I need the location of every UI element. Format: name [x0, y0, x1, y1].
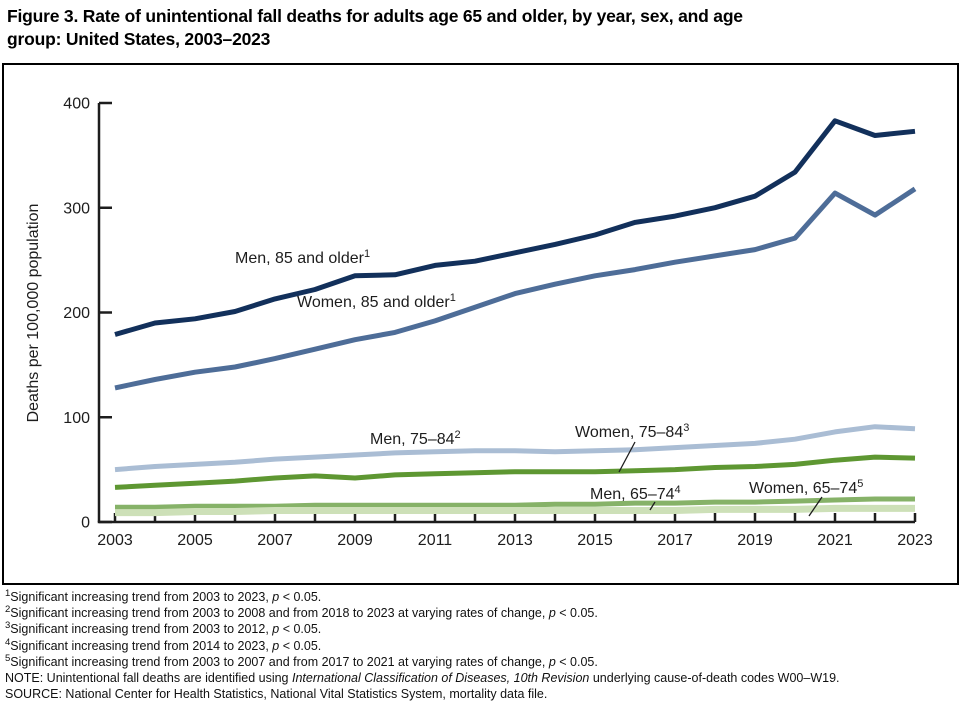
footnote-superscript: 1 — [5, 587, 11, 599]
y-tick-label: 100 — [63, 410, 90, 427]
source-line: SOURCE: National Center for Health Stati… — [5, 687, 548, 702]
footnote-3: 3Significant increasing trend from 2003 … — [5, 620, 322, 637]
x-tick-label: 2013 — [497, 532, 533, 549]
footnotes: 1Significant increasing trend from 2003 … — [5, 589, 955, 702]
figure-title: Figure 3. Rate of unintentional fall dea… — [7, 5, 955, 51]
x-tick-label: 2007 — [257, 532, 293, 549]
footnote-4: 4Significant increasing trend from 2014 … — [5, 636, 322, 653]
x-tick-label: 2003 — [97, 532, 133, 549]
y-tick-label: 300 — [63, 200, 90, 217]
footnote-2: 2Significant increasing trend from 2003 … — [5, 604, 598, 621]
note-line: NOTE: Unintentional fall deaths are iden… — [5, 671, 840, 686]
series-label-men-65-74: Men, 65–744 — [590, 484, 681, 503]
x-tick-label: 2019 — [737, 532, 773, 549]
x-tick-label: 2021 — [817, 532, 853, 549]
leader-line-women-75-84 — [618, 441, 636, 473]
x-tick-label: 2005 — [177, 532, 213, 549]
y-tick-label: 200 — [63, 305, 90, 322]
series-line-men-75-84 — [114, 424, 916, 473]
series-line-men-65-74 — [115, 496, 915, 510]
chart-area: 0 100 200 300 400 2003 2005 2007 2009 2011 2013 201… — [2, 63, 959, 585]
x-tick-label: 2009 — [337, 532, 373, 549]
footnote-1: 1Significant increasing trend from 2003 … — [5, 587, 322, 604]
series-line-women-85-and-older — [114, 186, 917, 391]
series-line-women-75-84 — [114, 454, 916, 490]
series-label-women-75-84: Women, 75–843 — [575, 422, 689, 441]
footnote-superscript: 5 — [5, 652, 11, 664]
figure-title-line-2: group: United States, 2003–2023 — [7, 29, 271, 49]
series-line-men-85-and-older — [114, 118, 916, 337]
leader-line-women-65-74 — [808, 496, 823, 517]
footnote-superscript: 4 — [5, 636, 11, 648]
x-tick-label: 2011 — [418, 532, 453, 549]
footnote-superscript: 2 — [5, 604, 11, 616]
footnote-5: 5Significant increasing trend from 2003 … — [5, 652, 598, 669]
series-label-women-85-and-older: Women, 85 and older1 — [297, 292, 456, 311]
footnote-superscript: 3 — [5, 620, 11, 632]
series-label-women-65-74: Women, 65–745 — [749, 478, 863, 497]
series-label-men-85-and-older: Men, 85 and older1 — [235, 248, 370, 267]
y-axis-title: Deaths per 100,000 population — [25, 204, 42, 423]
y-tick-label: 0 — [81, 515, 90, 532]
series-line-women-65-74 — [115, 504, 915, 517]
figure-title-line-1: Figure 3. Rate of unintentional fall dea… — [7, 6, 743, 26]
x-tick-label: 2023 — [897, 532, 933, 549]
y-tick-label: 400 — [63, 96, 90, 113]
x-tick-label: 2017 — [657, 532, 693, 549]
series-label-men-75-84: Men, 75–842 — [370, 429, 461, 448]
x-tick-label: 2015 — [577, 532, 613, 549]
leader-line-men-65-74 — [649, 501, 656, 511]
fall-deaths-line-chart: 0 100 200 300 400 2003 2005 2007 2009 2011 2013 201… — [25, 96, 933, 550]
